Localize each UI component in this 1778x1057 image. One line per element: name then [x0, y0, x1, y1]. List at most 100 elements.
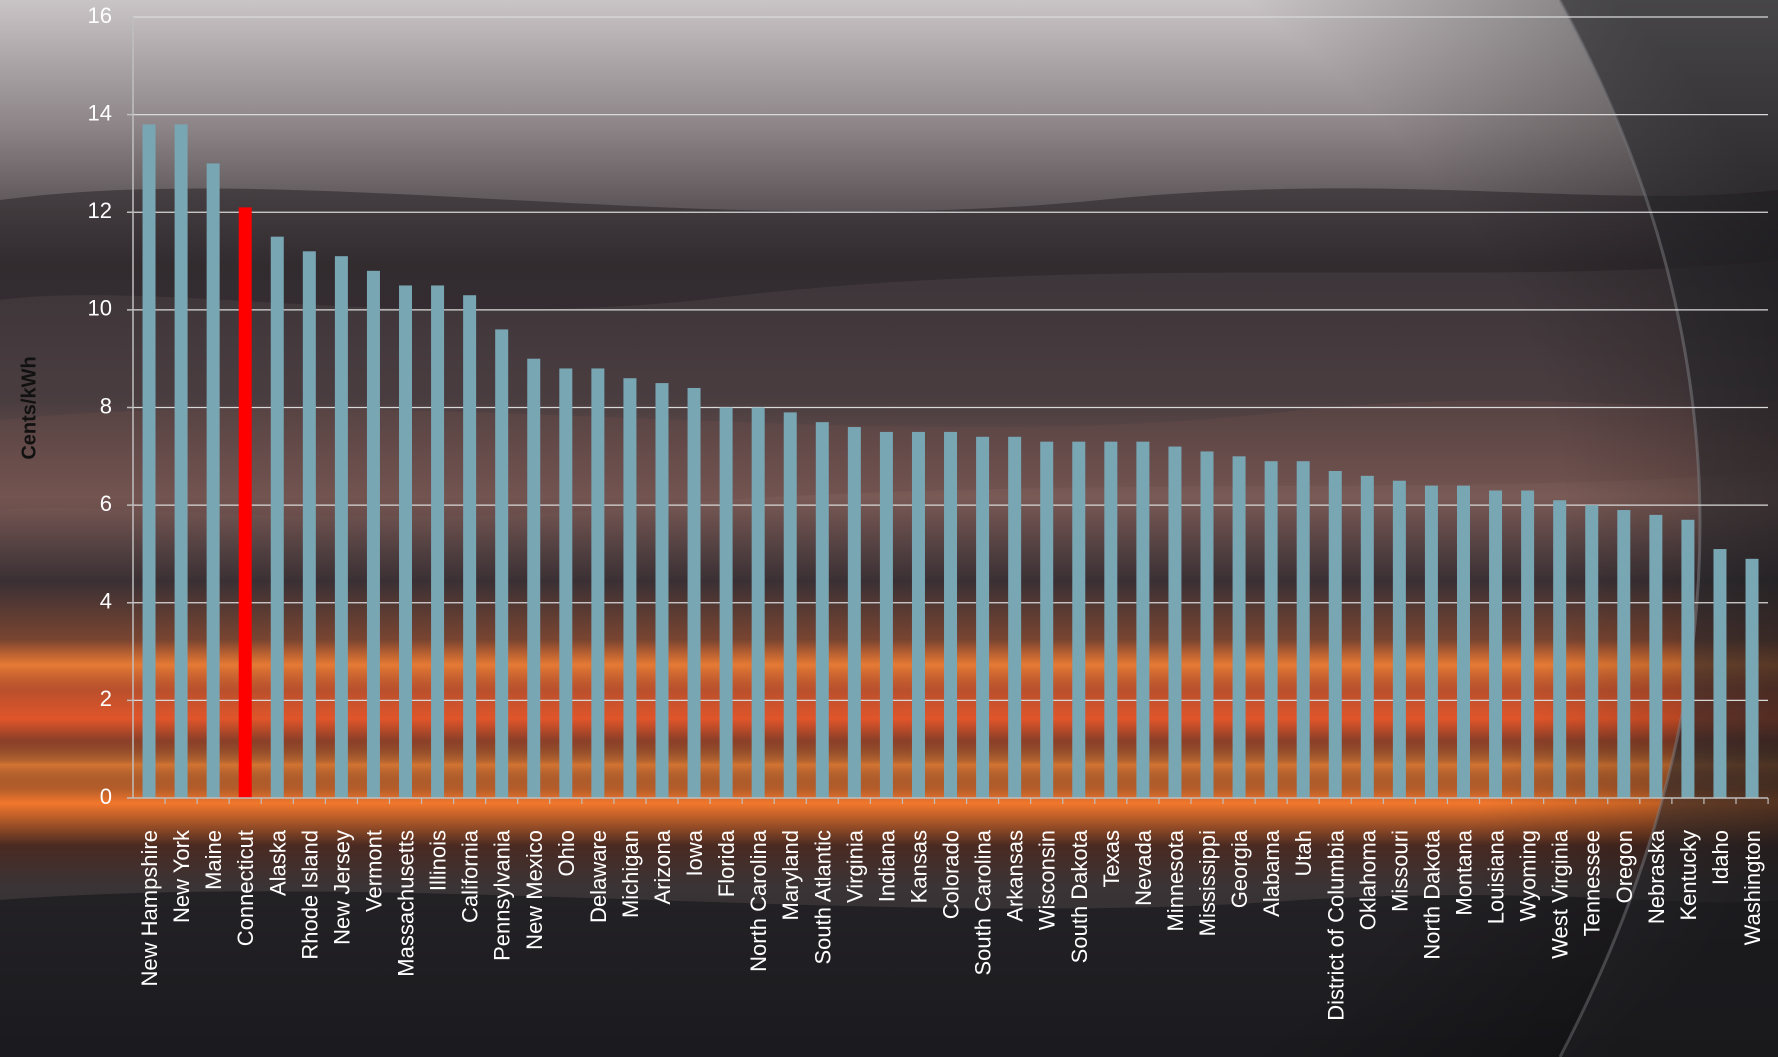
y-tick-label: 2 [100, 686, 112, 711]
bar-oregon [1617, 510, 1631, 798]
bar-tennessee [1585, 505, 1599, 798]
x-category-label: South Atlantic [810, 830, 835, 965]
bar-wyoming [1521, 490, 1535, 798]
x-category-label: South Dakota [1067, 829, 1092, 963]
x-category-label: Vermont [361, 830, 386, 912]
x-category-label: Wyoming [1516, 830, 1541, 922]
bar-iowa [687, 387, 701, 798]
x-category-label: Pennsylvania [490, 829, 515, 961]
x-category-label: Georgia [1227, 829, 1252, 908]
x-category-label: New Mexico [522, 830, 547, 950]
bar-washington [1745, 558, 1759, 798]
bar-south-dakota [1072, 441, 1086, 798]
y-tick-label: 14 [88, 100, 112, 125]
bar-alaska [270, 236, 284, 798]
y-tick-labels: 0 2 4 6 8 10 12 14 16 [88, 3, 112, 809]
y-tick-label: 12 [88, 198, 112, 223]
x-category-label: New Jersey [329, 830, 354, 945]
x-category-label: New York [169, 829, 194, 923]
bar-south-atlantic [815, 422, 829, 798]
bar-south-carolina [976, 436, 990, 798]
x-category-label: North Carolina [746, 829, 771, 972]
y-tick-label: 6 [100, 491, 112, 516]
y-tick-label: 0 [100, 784, 112, 809]
x-category-label: Ohio [554, 830, 579, 876]
x-category-label: Nevada [1131, 829, 1156, 906]
x-category-label: Indiana [874, 829, 899, 902]
bar-wisconsin [1040, 441, 1054, 798]
x-category-label: Utah [1291, 830, 1316, 876]
bar-indiana [879, 431, 893, 798]
bar-rhode-island [302, 251, 316, 799]
bar-west-virginia [1553, 500, 1567, 798]
x-category-label: South Carolina [971, 829, 996, 975]
axes [132, 17, 1769, 804]
bar-massachusetts [399, 285, 413, 798]
bar-pennsylvania [495, 329, 509, 798]
x-category-label: Arizona [650, 829, 675, 904]
x-category-label: Kansas [906, 830, 931, 903]
y-axis-label: Cents/kWh [18, 356, 40, 459]
bar-michigan [623, 378, 637, 798]
y-tick-label: 10 [88, 296, 112, 321]
x-category-label: North Dakota [1419, 829, 1444, 959]
bar-louisiana [1489, 490, 1503, 798]
bar-ohio [559, 368, 573, 798]
bar-arkansas [1008, 436, 1022, 798]
x-category-label: Illinois [426, 830, 451, 891]
bar-mississippi [1200, 451, 1214, 798]
bar-montana [1456, 485, 1470, 798]
x-category-label: Colorado [939, 830, 964, 919]
bar-north-carolina [751, 407, 765, 798]
x-category-label: Missouri [1387, 830, 1412, 912]
bar-new-mexico [527, 358, 541, 798]
x-category-label: Massachusetts [394, 830, 419, 977]
y-tick-label: 8 [100, 393, 112, 418]
x-category-label: Oklahoma [1355, 829, 1380, 930]
bar-new-jersey [334, 256, 348, 798]
bar-florida [719, 407, 733, 798]
x-category-label: Delaware [586, 830, 611, 923]
x-category-label: Washington [1740, 830, 1765, 945]
x-category-label: Rhode Island [297, 830, 322, 960]
y-tick-label: 4 [100, 589, 112, 614]
bar-missouri [1392, 480, 1406, 798]
x-category-label: Wisconsin [1035, 830, 1060, 930]
x-category-label: Iowa [682, 829, 707, 876]
x-category-label: Louisiana [1484, 829, 1509, 924]
x-category-label: Texas [1099, 830, 1124, 887]
x-category-label: Minnesota [1163, 829, 1188, 931]
x-category-label: Tennessee [1580, 830, 1605, 936]
bar-delaware [591, 368, 605, 798]
bar-minnesota [1168, 446, 1182, 798]
bar-arizona [655, 383, 669, 798]
x-category-label: Maryland [778, 830, 803, 920]
x-category-label: Florida [714, 829, 739, 897]
bar-nevada [1136, 441, 1150, 798]
x-category-label: Virginia [842, 829, 867, 903]
x-category-label: New Hampshire [137, 830, 162, 987]
x-category-label: Michigan [618, 830, 643, 918]
x-category-label: Oregon [1612, 830, 1637, 903]
x-category-label: Idaho [1708, 830, 1733, 885]
bar-oklahoma [1360, 475, 1374, 798]
x-category-label: Maine [201, 830, 226, 890]
bar-idaho [1713, 549, 1727, 798]
x-category-label: California [458, 829, 483, 923]
x-category-label: Montana [1451, 829, 1476, 915]
bar-texas [1104, 441, 1118, 798]
bar-maine [206, 163, 220, 798]
bar-connecticut [238, 207, 252, 798]
bars [142, 124, 1759, 799]
x-category-labels: New Hampshire New York Maine Connecticut Ala… [137, 829, 1765, 1021]
x-category-label: District of Columbia [1323, 829, 1348, 1020]
bar-new-york [174, 124, 188, 798]
bar-kansas [911, 431, 925, 798]
x-category-label: Kentucky [1676, 830, 1701, 921]
x-category-label: Arkansas [1003, 830, 1028, 922]
bar-california [463, 295, 477, 798]
bar-alabama [1264, 461, 1278, 798]
bar-new-hampshire [142, 124, 156, 798]
